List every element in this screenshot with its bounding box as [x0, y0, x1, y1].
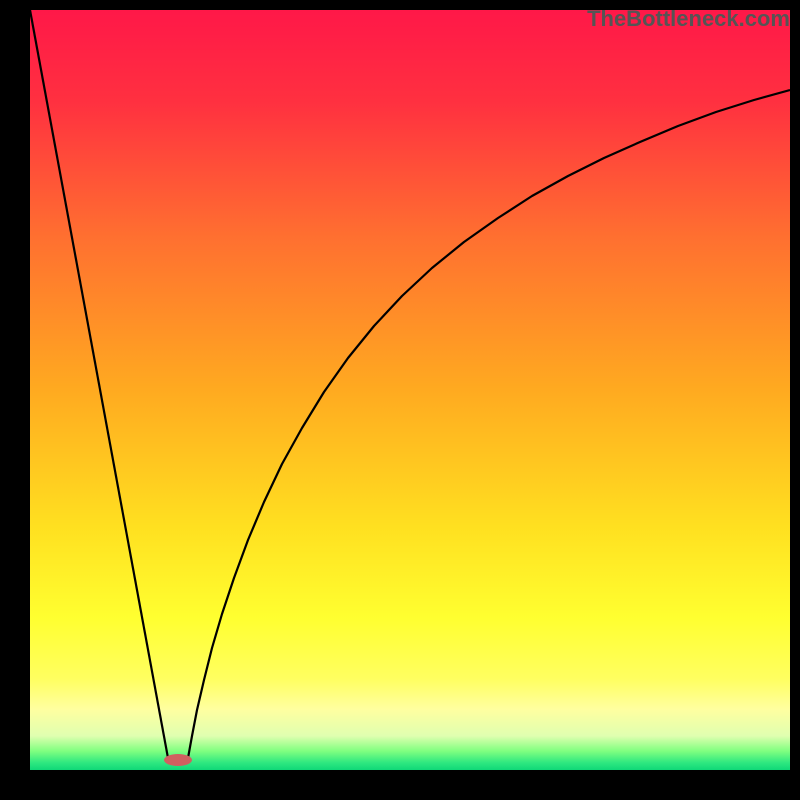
curve-right-branch — [188, 90, 790, 758]
watermark-text: TheBottleneck.com — [587, 6, 790, 32]
curve-layer — [30, 10, 790, 770]
curve-left-branch — [30, 10, 168, 758]
plot-area — [30, 10, 790, 770]
chart-container: TheBottleneck.com — [0, 0, 800, 800]
minimum-marker — [164, 754, 192, 766]
